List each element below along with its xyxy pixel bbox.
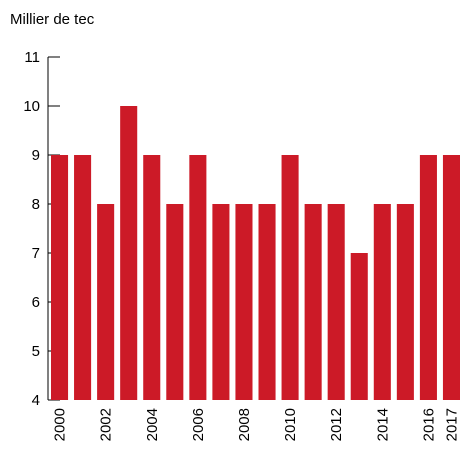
x-tick-label-2017: 2017	[443, 408, 460, 441]
bar-2010	[281, 155, 299, 400]
bar-2013	[350, 253, 368, 400]
x-tick-label-2000: 2000	[52, 408, 69, 441]
bar-2014	[373, 204, 391, 400]
x-tick-label-2008: 2008	[236, 408, 253, 441]
y-axis: 4 5 6 7 8 9 10 11	[23, 49, 60, 409]
y-tick-label: 10	[23, 98, 40, 115]
x-tick-label-2010: 2010	[282, 408, 299, 441]
bar-2009	[258, 204, 276, 400]
bar-2006	[189, 155, 207, 400]
bar-2017	[442, 155, 460, 400]
y-tick-label: 7	[32, 245, 40, 262]
bar-2008	[235, 204, 253, 400]
y-tick-label: 5	[32, 343, 40, 360]
x-tick-label-2006: 2006	[190, 408, 207, 441]
y-tick-label: 4	[32, 392, 40, 409]
x-axis: 2000 2002 2004 2006 2008 2010 2012 2014 2016 2017	[52, 408, 461, 441]
y-tick-label: 11	[24, 49, 40, 66]
y-axis-unit-label: Millier de tec	[10, 11, 95, 28]
bar-2012	[327, 204, 345, 400]
x-tick-label-2004: 2004	[144, 408, 161, 441]
bar-2002	[97, 204, 115, 400]
bar-2004	[143, 155, 161, 400]
y-tick-label: 8	[32, 196, 40, 213]
bar-2005	[166, 204, 184, 400]
x-tick-label-2014: 2014	[374, 408, 391, 441]
bar-2007	[212, 204, 230, 400]
bar-2000	[51, 155, 69, 400]
y-tick-label: 9	[32, 147, 40, 164]
bar-2015	[396, 204, 414, 400]
x-tick-label-2002: 2002	[98, 408, 115, 441]
bar-2003	[120, 106, 138, 400]
bar-2011	[304, 204, 322, 400]
bar-2016	[419, 155, 437, 400]
x-tick-label-2016: 2016	[420, 408, 437, 441]
x-tick-label-2012: 2012	[328, 408, 345, 441]
bar-2001	[74, 155, 92, 400]
bars	[51, 106, 460, 400]
y-tick-label: 6	[32, 294, 40, 311]
